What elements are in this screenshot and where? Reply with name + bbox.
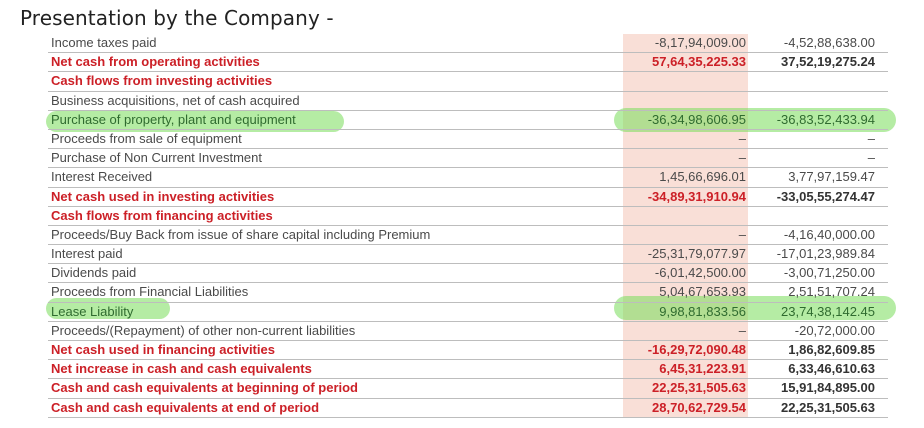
previous-year-value: -36,83,52,433.94: [776, 111, 875, 127]
cash-flow-statement: Income taxes paid -8,17,94,009.00 -4,52,88…: [46, 34, 896, 418]
table-row: Purchase of property, plant and equipmen…: [48, 111, 888, 130]
row-label: Proceeds/Buy Back from issue of share ca…: [51, 226, 431, 242]
previous-year-value: 22,25,31,505.63: [781, 399, 875, 415]
current-year-value: 28,70,62,729.54: [652, 399, 746, 415]
row-label: Business acquisitions, net of cash acqui…: [51, 92, 300, 108]
table-row: Cash and cash equivalents at end of peri…: [48, 399, 888, 418]
row-label: Cash flows from investing activities: [51, 73, 273, 89]
row-label: Net cash used in financing activities: [51, 342, 275, 357]
table-row: Interest Received 1,45,66,696.01 3,77,97,1…: [48, 168, 888, 188]
current-year-value: 6,45,31,223.91: [659, 361, 746, 377]
section-header-row: Cash flows from investing activities: [48, 72, 888, 92]
row-label: Interest Received: [51, 169, 153, 185]
current-year-value: –: [738, 226, 746, 242]
previous-year-value: 37,52,19,275.24: [781, 54, 875, 70]
table-row: Purchase of Non Current Investment – –: [48, 149, 888, 169]
current-year-column-shade: [623, 34, 748, 418]
row-label: Net cash used in investing activities: [51, 188, 275, 204]
current-year-value: -25,31,79,077.97: [647, 246, 746, 262]
current-year-value: -34,89,31,910.94: [647, 188, 746, 204]
row-label: Purchase of Non Current Investment: [51, 150, 262, 166]
table-row: Business acquisitions, net of cash acqui…: [48, 92, 888, 111]
table-row: Income taxes paid -8,17,94,009.00 -4,52,88…: [48, 34, 888, 54]
table-row: Net cash used in financing activities -16…: [48, 341, 888, 361]
current-year-value: 57,64,35,225.33: [652, 54, 746, 70]
table-row: Proceeds from sale of equipment – –: [48, 130, 888, 150]
section-header-row: Cash flows from financing activities: [48, 207, 888, 226]
highlight-marker-ppe-label: [46, 111, 344, 132]
row-label: Lease Liability: [51, 303, 134, 319]
row-label: Proceeds from Financial Liabilities: [51, 284, 249, 300]
current-year-value: -6,01,42,500.00: [654, 265, 746, 281]
statement-rows: Income taxes paid -8,17,94,009.00 -4,52,88…: [48, 34, 888, 418]
previous-year-value: -4,16,40,000.00: [783, 226, 875, 242]
current-year-value: -36,34,98,606.95: [647, 111, 746, 127]
table-row: Cash and cash equivalents at beginning o…: [48, 379, 888, 399]
table-row: Net cash from operating activities 57,64,…: [48, 53, 888, 73]
row-label: Cash and cash equivalents at beginning o…: [51, 380, 358, 396]
previous-year-value: -4,52,88,638.00: [783, 35, 875, 50]
previous-year-value: -20,72,000.00: [794, 322, 875, 338]
row-label: Net increase in cash and cash equivalent…: [51, 361, 312, 377]
previous-year-value: 23,74,38,142.45: [781, 303, 875, 319]
table-row: Net increase in cash and cash equivalent…: [48, 360, 888, 380]
row-label: Proceeds/(Repayment) of other non-curren…: [51, 322, 356, 338]
previous-year-value: 3,77,97,159.47: [788, 169, 875, 185]
previous-year-value: 15,91,84,895.00: [781, 380, 875, 396]
current-year-value: 5,04,67,653.93: [659, 284, 746, 300]
table-row: Interest paid -25,31,79,077.97 -17,01,23,9…: [48, 245, 888, 265]
table-row: Dividends paid -6,01,42,500.00 -3,00,71,25…: [48, 264, 888, 284]
table-row: Lease Liability 9,98,81,833.56 23,74,38,14…: [48, 303, 888, 322]
highlight-marker-lease-label: [46, 298, 170, 319]
table-row: Proceeds/(Repayment) of other non-curren…: [48, 322, 888, 341]
table-row: Net cash used in investing activities -34…: [48, 188, 888, 207]
previous-year-value: 6,33,46,610.63: [788, 361, 875, 377]
current-year-value: -8,17,94,009.00: [654, 35, 746, 50]
row-label: Purchase of property, plant and equipmen…: [51, 111, 296, 127]
current-year-value: 1,45,66,696.01: [659, 169, 746, 185]
current-year-value: 22,25,31,505.63: [652, 380, 746, 396]
current-year-value: –: [738, 150, 746, 166]
previous-year-value: -33,05,55,274.47: [776, 188, 875, 204]
highlight-marker-ppe-values: [614, 108, 896, 132]
row-label: Income taxes paid: [51, 35, 157, 50]
table-row: Proceeds from Financial Liabilities 5,04,…: [48, 283, 888, 303]
previous-year-value: -3,00,71,250.00: [783, 265, 875, 281]
previous-year-value: –: [867, 150, 875, 166]
previous-year-value: –: [867, 130, 875, 146]
row-label: Interest paid: [51, 246, 123, 262]
row-label: Net cash from operating activities: [51, 54, 260, 70]
table-row: Proceeds/Buy Back from issue of share ca…: [48, 226, 888, 246]
previous-year-value: 1,86,82,609.85: [788, 342, 875, 357]
row-label: Dividends paid: [51, 265, 137, 281]
current-year-value: 9,98,81,833.56: [659, 303, 746, 319]
row-label: Cash flows from financing activities: [51, 207, 273, 223]
row-label: Proceeds from sale of equipment: [51, 130, 242, 146]
current-year-value: -16,29,72,090.48: [647, 342, 746, 357]
row-label: Cash and cash equivalents at end of peri…: [51, 399, 320, 415]
current-year-value: –: [738, 322, 746, 338]
highlight-marker-lease-values: [614, 296, 896, 320]
previous-year-value: -17,01,23,989.84: [776, 246, 875, 262]
previous-year-value: 2,51,51,707.24: [788, 284, 875, 300]
current-year-value: –: [738, 130, 746, 146]
page-title: Presentation by the Company -: [20, 6, 334, 30]
